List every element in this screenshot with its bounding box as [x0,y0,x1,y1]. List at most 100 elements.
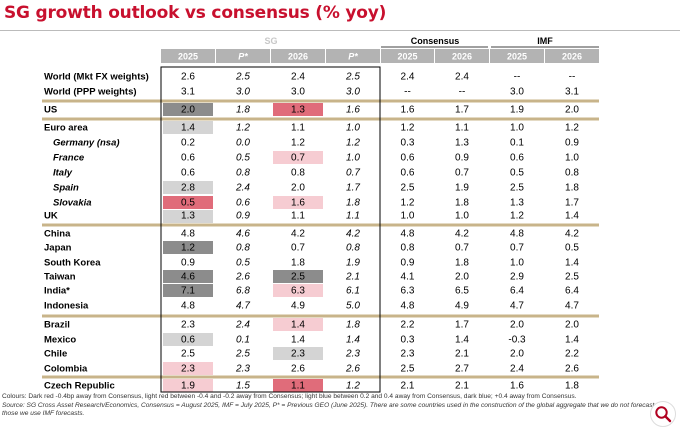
row-separator [42,223,599,227]
row-label: Mexico [44,335,76,346]
table-row: Spain 2.8 2.4 2.0 1.7 2.5 1.9 2.5 1.8 [53,181,579,194]
table-cell: 1.0 [510,258,524,269]
table-cell: 2.1 [455,349,469,360]
row-label: World (Mkt FX weights) [44,72,149,83]
table-cell: 1.5 [236,381,250,392]
table-cell: 2.3 [181,364,195,375]
table-cell: 4.1 [401,272,415,283]
table-cell: 1.8 [565,381,579,392]
table-row: Taiwan 4.6 2.6 2.5 2.1 4.1 2.0 2.9 2.5 [44,270,579,283]
row-label: Slovakia [53,198,92,209]
table-cell: 1.9 [455,183,469,194]
table-cell: 0.0 [236,138,250,149]
footnote-source: Source: SG Cross Asset Research/Economic… [2,401,668,418]
table-cell: 1.4 [455,335,469,346]
row-label: UK [44,211,58,222]
table-cell: 4.9 [455,301,469,312]
table-row: World (Mkt FX weights) 2.6 2.5 2.4 2.5 2.4 2.4… [44,72,575,83]
row-label: Germany (nsa) [53,138,120,149]
table-row: Colombia 2.3 2.3 2.6 2.6 2.5 2.7 2.4 2.6 [44,362,579,375]
table-row: World (PPP weights) 3.1 3.0 3.0 3.0 -- -- 3.0 3.… [44,87,579,98]
row-label: China [44,229,71,240]
table-cell: 0.9 [565,138,579,149]
table-cell: 3.0 [236,87,250,98]
table-cell: 1.3 [510,198,524,209]
footnote-colours: Colours: Dark red -0.4bp away from Conse… [2,393,577,400]
table-cell: 2.6 [291,364,305,375]
table-cell: 1.6 [401,105,415,116]
table-row: Brazil 2.3 2.4 1.4 1.8 2.2 1.7 2.0 2.0 [44,318,579,331]
table-cell: 2.1 [455,381,469,392]
table-cell: 2.3 [235,364,250,375]
cell-highlight [273,151,323,164]
table-cell: 4.6 [236,229,250,240]
row-label: Japan [44,243,72,254]
table-cell: 1.0 [565,153,579,164]
table-cell: 4.2 [291,229,305,240]
table-cell: 4.8 [181,229,195,240]
table-cell: 3.0 [346,87,360,98]
table-cell: 1.3 [181,211,195,222]
cell-highlight [163,333,213,346]
cell-highlight [163,121,213,134]
table-cell: 1.7 [455,320,469,331]
table-cell: 2.0 [510,349,524,360]
column-header-label: 2025 [397,52,417,62]
row-label: Indonesia [44,301,89,312]
table-cell: 4.2 [455,229,469,240]
cell-highlight [273,284,323,297]
table-cell: 1.3 [291,105,305,116]
table-cell: 1.9 [346,258,360,269]
table-cell: 1.8 [346,198,360,209]
table-cell: 2.4 [291,72,305,83]
table-cell: -0.3 [508,335,526,346]
table-cell: 1.7 [565,198,579,209]
row-label: World (PPP weights) [44,87,137,98]
table-cell: 1.4 [291,335,305,346]
table-cell: 1.4 [291,320,305,331]
table-cell: 4.9 [291,301,305,312]
column-header-cell [326,49,380,63]
table-cell: 1.6 [346,105,360,116]
table-cell: 3.1 [565,87,579,98]
table-cell: 0.6 [181,335,195,346]
table-cell: 2.5 [235,349,250,360]
table-cell: 2.5 [291,272,305,283]
table-row: Italy 0.6 0.8 0.8 0.7 0.6 0.7 0.5 0.8 [53,168,579,179]
table-cell: 4.7 [236,301,250,312]
table-cell: 1.0 [346,153,360,164]
cell-highlight [273,270,323,283]
group-header-sg: SG [264,36,277,46]
table-row: Slovakia 0.5 0.6 1.6 1.8 1.2 1.8 1.3 1.7 [53,196,579,209]
group-header-imf: IMF [537,36,553,46]
table-cell: 0.5 [510,168,524,179]
table-cell: 2.6 [345,364,360,375]
magnifier-icon[interactable] [650,401,676,427]
table-cell: 4.2 [346,229,360,240]
table-cell: 1.0 [455,211,469,222]
row-separator [42,314,599,318]
table-row: Germany (nsa) 0.2 0.0 1.2 1.2 0.3 1.3 0.1 0.9 [53,138,579,149]
table-cell: 0.7 [455,168,469,179]
table-cell: 1.0 [346,123,360,134]
table-cell: 2.5 [401,364,415,375]
table-cell: 6.8 [236,286,250,297]
table-cell: 2.5 [401,183,415,194]
table-cell: 3.1 [181,87,195,98]
title-divider [0,30,680,31]
table-cell: 0.5 [181,198,195,209]
table-cell: 1.2 [401,198,415,209]
table-cell: 0.6 [236,198,250,209]
table-cell: 0.7 [291,243,305,254]
column-header-label: 2026 [452,52,472,62]
table-cell: 0.7 [455,243,469,254]
table-cell: 1.2 [291,138,305,149]
table-cell: 2.0 [291,183,305,194]
table-row: South Korea 0.9 0.5 1.8 1.9 0.9 1.8 1.0 1.4 [44,258,579,269]
column-header-cell [271,49,325,63]
table-cell: 0.7 [510,243,524,254]
table-cell: 4.2 [565,229,579,240]
table-row: UK 1.3 0.9 1.1 1.1 1.0 1.0 1.2 1.4 [44,210,579,223]
chart-title: SG growth outlook vs consensus (% yoy) [4,3,387,23]
table-row: Chile 2.5 2.5 2.3 2.3 2.3 2.1 2.0 2.2 [44,347,579,360]
